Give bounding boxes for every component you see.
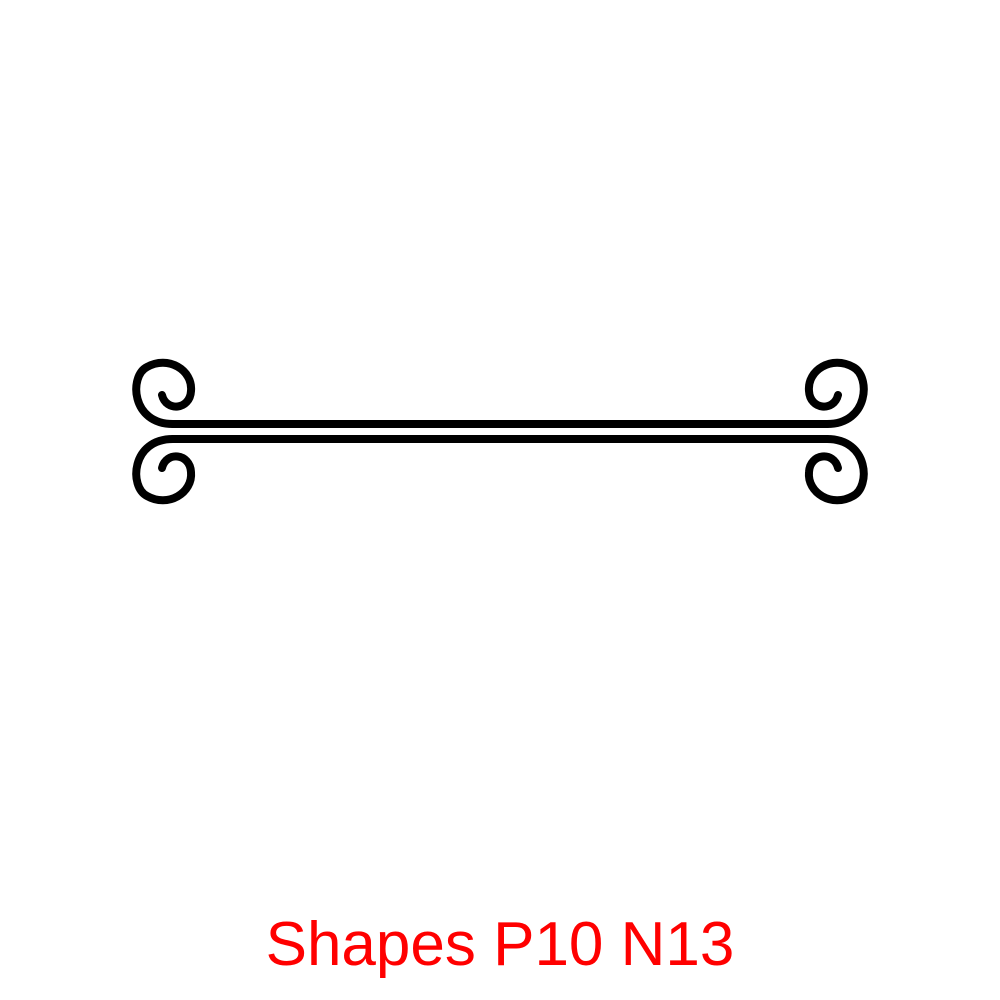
right-lower-scroll — [804, 435, 868, 505]
right-upper-scroll — [804, 358, 868, 428]
double-scroll-divider-icon — [132, 358, 868, 505]
left-upper-scroll — [132, 358, 196, 428]
caption-text: Shapes P10 N13 — [265, 910, 735, 979]
left-lower-scroll — [132, 435, 196, 505]
